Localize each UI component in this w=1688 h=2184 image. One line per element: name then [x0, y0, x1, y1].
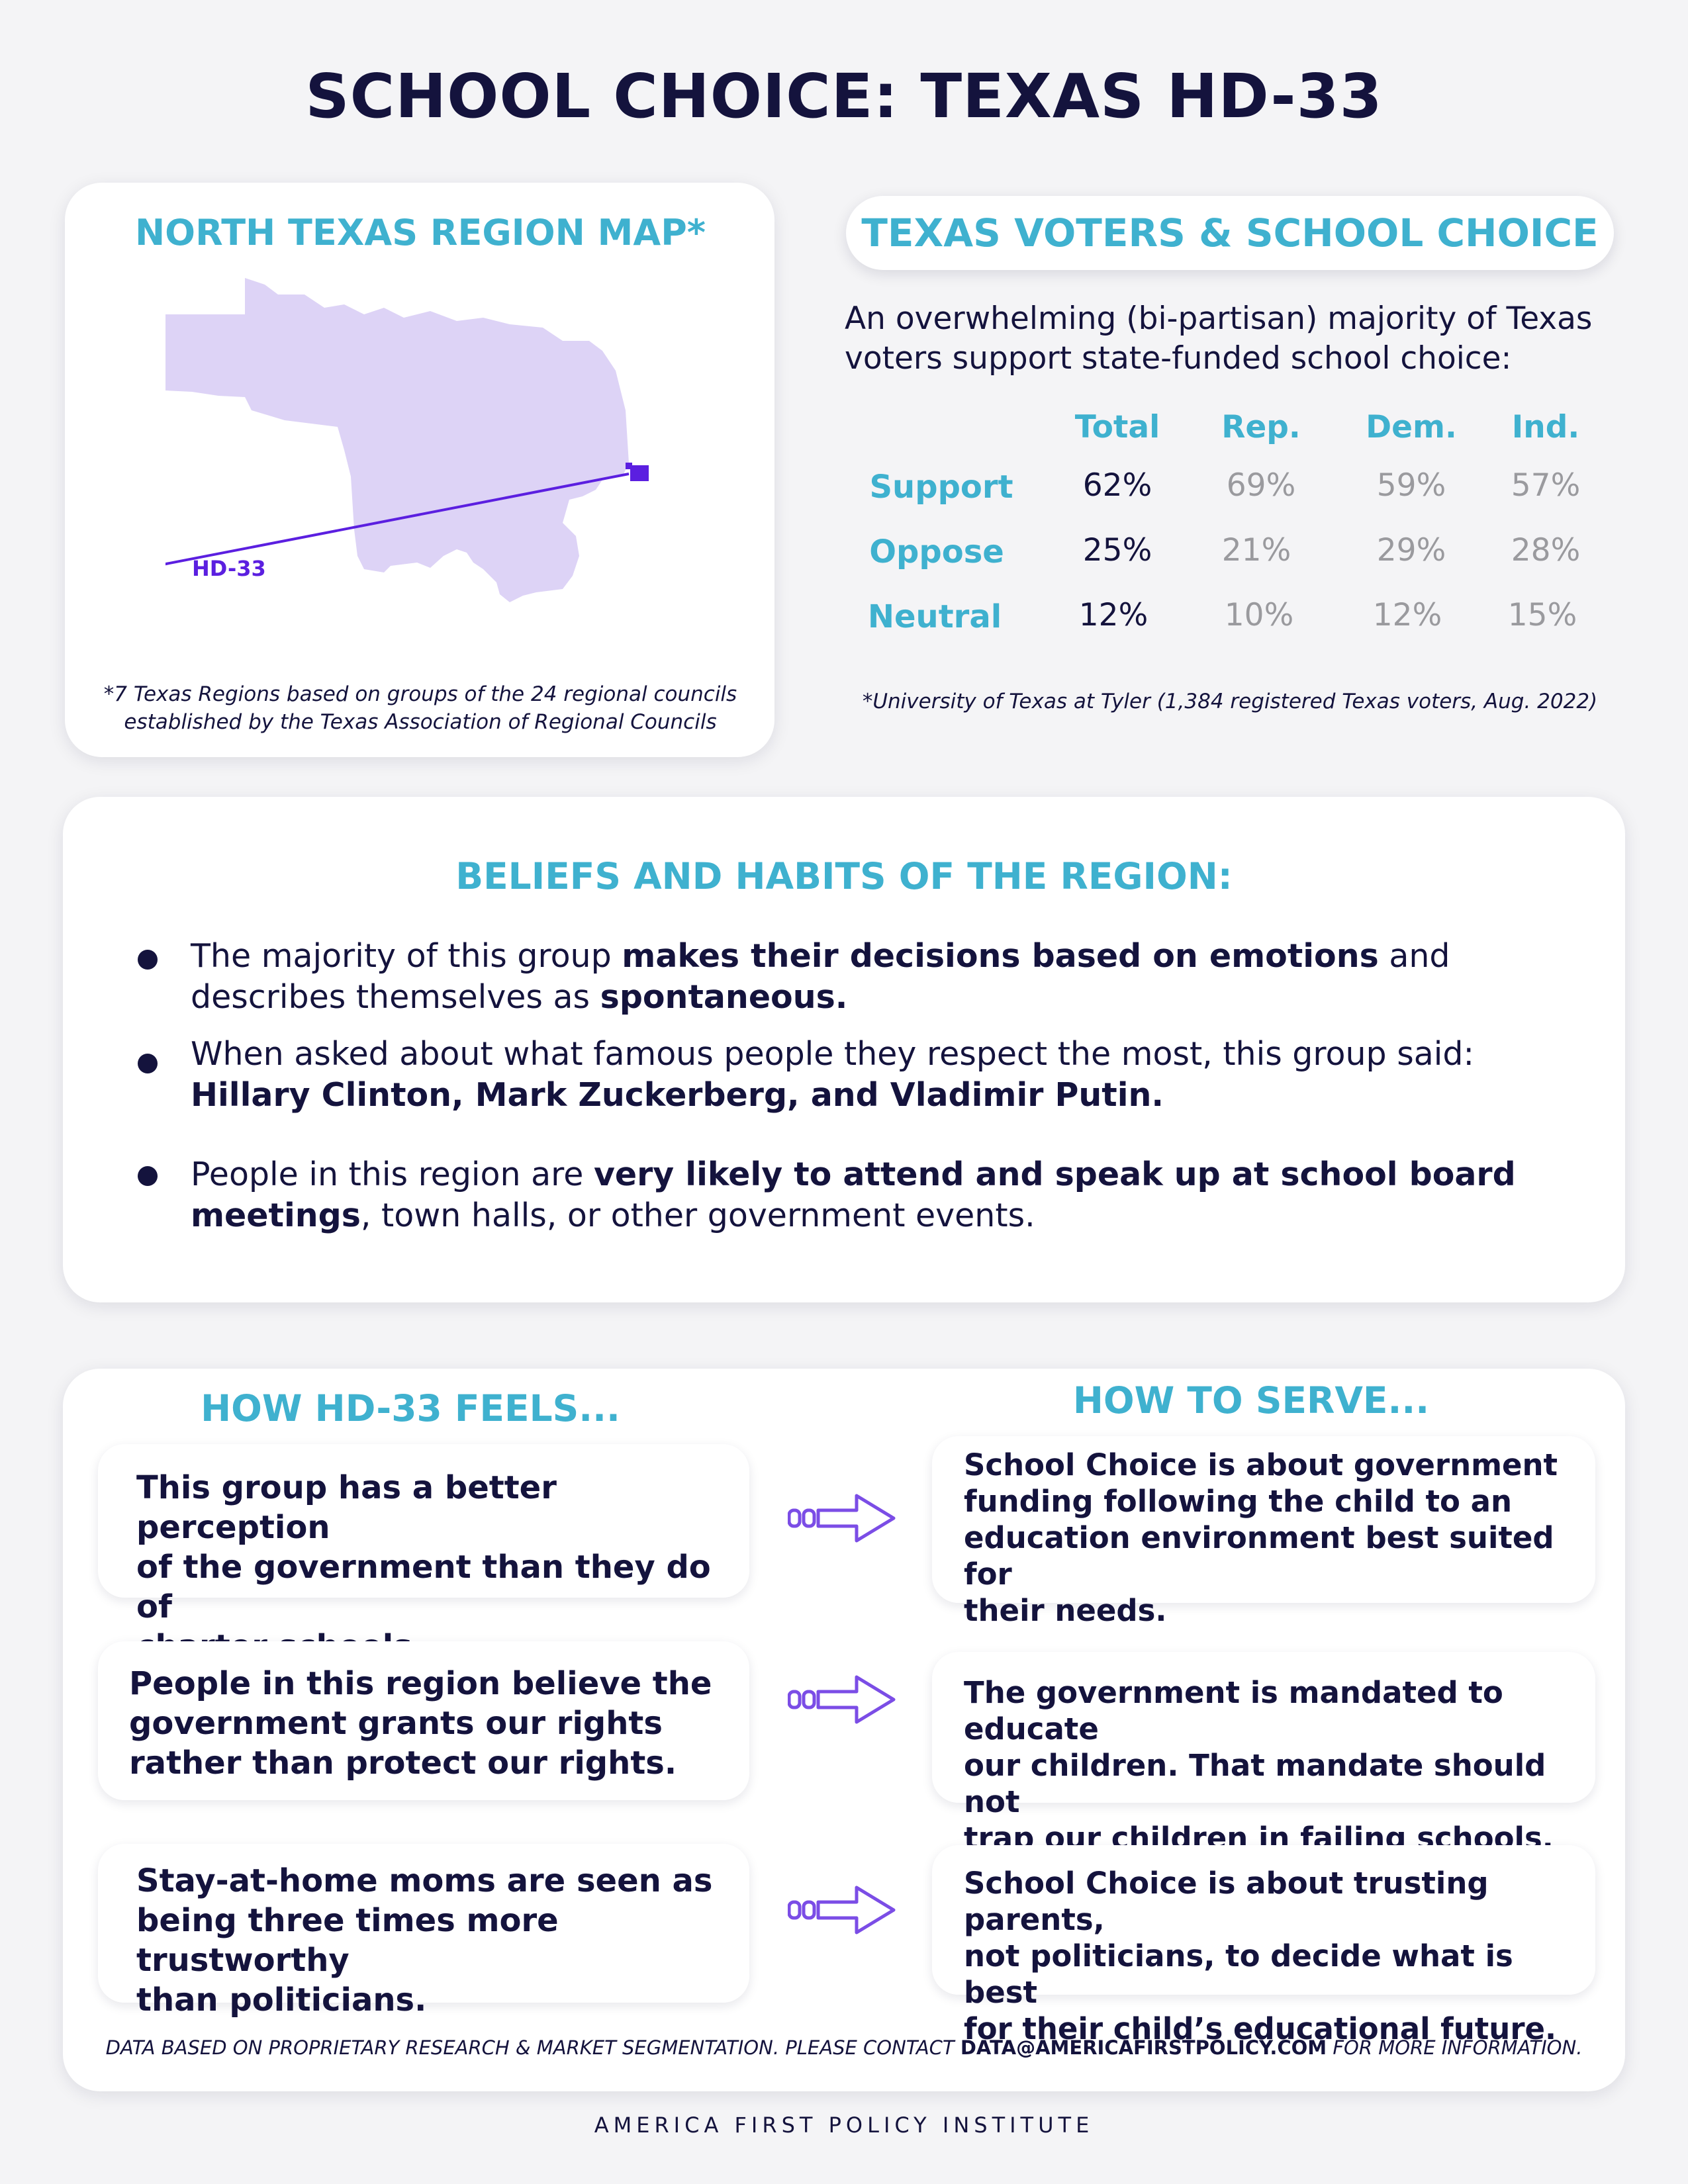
serve-3-line3: for their child’s educational future.	[964, 2011, 1557, 2046]
hd-33-pointer-line	[165, 473, 630, 566]
belief-3-text: People in this region are	[191, 1156, 594, 1193]
col-header-ind: Ind.	[1511, 409, 1580, 445]
feels-2-line1: People in this region believe the	[129, 1665, 712, 1702]
cell-oppose-rep: 21%	[1221, 532, 1291, 569]
data-disclaimer: DATA BASED ON PROPRIETARY RESEARCH & MAR…	[63, 2036, 1625, 2059]
row-label-neutral: Neutral	[867, 598, 1002, 635]
organization-name: AMERICA FIRST POLICY INSTITUTE	[594, 2113, 1094, 2138]
row-label-oppose: Oppose	[869, 533, 1004, 570]
voters-intro-line2: voters support state-funded school choic…	[845, 340, 1512, 377]
hd-33-label: HD-33	[192, 556, 266, 581]
feels-card-1	[98, 1444, 749, 1598]
belief-item-1: The majority of this group makes their d…	[191, 936, 1568, 1018]
beliefs-title: BELIEFS AND HABITS OF THE REGION:	[455, 855, 1233, 897]
bullet-dot	[138, 950, 158, 970]
serve-title: HOW TO SERVE...	[1072, 1379, 1430, 1422]
feels-card-2	[98, 1641, 749, 1800]
belief-item-3: People in this region are very likely to…	[191, 1154, 1568, 1236]
feels-text-2: People in this region believe the govern…	[129, 1664, 725, 1783]
belief-3-bold: very likely to attend and speak up at sc…	[593, 1156, 1516, 1193]
belief-1-bold: makes their decisions based on emotions	[622, 937, 1379, 975]
col-header-rep: Rep.	[1221, 409, 1301, 445]
map-title: NORTH TEXAS REGION MAP*	[134, 212, 706, 253]
cell-oppose-ind: 28%	[1511, 532, 1581, 569]
cell-neutral-ind: 15%	[1507, 597, 1577, 633]
voters-intro: An overwhelming (bi-partisan) majority o…	[845, 299, 1639, 379]
hd-33-district-notch	[626, 463, 632, 469]
serve-card-1	[932, 1436, 1595, 1603]
beliefs-card	[63, 797, 1625, 1302]
cell-support-total: 62%	[1082, 467, 1152, 504]
cell-support-ind: 57%	[1511, 467, 1581, 504]
serve-1-line3: education environment best suited for	[964, 1520, 1554, 1592]
serve-text-3: School Choice is about trusting parents,…	[964, 1865, 1579, 2047]
feels-3-line2: being three times more trustworthy	[136, 1902, 559, 1979]
north-texas-region-map	[165, 278, 649, 602]
feels-2-line2: government grants our rights	[129, 1705, 663, 1742]
serve-text-2: The government is mandated to educate ou…	[964, 1674, 1579, 1856]
belief-2-bold: Hillary Clinton, Mark Zuckerberg, and Vl…	[191, 1076, 1164, 1114]
map-footnote-line2: established by the Texas Association of …	[124, 710, 717, 734]
cell-neutral-dem: 12%	[1372, 597, 1442, 633]
disclaimer-suffix: FOR MORE INFORMATION.	[1327, 2036, 1583, 2059]
row-label-support: Support	[869, 469, 1013, 506]
voters-title: TEXAS VOTERS & SCHOOL CHOICE	[846, 196, 1614, 270]
feels-3-line3: than politicians.	[136, 1981, 427, 2019]
serve-2-line2: our children. That mandate should not	[964, 1748, 1546, 1819]
serve-1-line4: their needs.	[964, 1593, 1167, 1628]
belief-1-bold-2: spontaneous.	[600, 978, 848, 1016]
voters-source: *University of Texas at Tyler (1,384 reg…	[862, 690, 1598, 713]
feels-title: HOW HD-33 FEELS...	[201, 1387, 620, 1430]
cell-neutral-rep: 10%	[1224, 597, 1294, 633]
bullet-dot	[138, 1166, 158, 1186]
serve-card-3	[932, 1845, 1595, 1995]
cell-oppose-dem: 29%	[1376, 532, 1446, 569]
arrow-right-icon	[788, 1494, 896, 1543]
belief-3-bold-2: meetings	[191, 1197, 361, 1234]
feels-text-3: Stay-at-home moms are seen as being thre…	[136, 1861, 732, 2020]
serve-card-2	[932, 1652, 1595, 1803]
page-title: SCHOOL CHOICE: TEXAS HD-33	[305, 61, 1383, 132]
belief-1-text: The majority of this group	[191, 937, 622, 975]
cell-oppose-total: 25%	[1082, 532, 1152, 569]
bullet-dot	[138, 1054, 158, 1073]
feels-2-line3: rather than protect our rights.	[129, 1745, 677, 1782]
map-footnote: *7 Texas Regions based on groups of the …	[66, 680, 774, 736]
cell-support-rep: 69%	[1226, 467, 1296, 504]
col-header-total: Total	[1074, 409, 1160, 445]
belief-item-2: When asked about what famous people they…	[191, 1034, 1568, 1116]
serve-text-1: School Choice is about government fundin…	[964, 1447, 1579, 1629]
cell-neutral-total: 12%	[1078, 597, 1149, 633]
feels-1-line2: of the government than they do of	[136, 1549, 711, 1625]
disclaimer-prefix: DATA BASED ON PROPRIETARY RESEARCH & MAR…	[105, 2036, 961, 2059]
map-footnote-line1: *7 Texas Regions based on groups of the …	[103, 682, 737, 706]
cell-support-dem: 59%	[1376, 467, 1446, 504]
contact-email[interactable]: DATA@AMERICAFIRSTPOLICY.COM	[960, 2036, 1327, 2059]
serve-2-line1: The government is mandated to educate	[964, 1675, 1503, 1747]
voters-intro-line1: An overwhelming (bi-partisan) majority o…	[845, 300, 1593, 337]
serve-3-line1: School Choice is about trusting parents,	[964, 1866, 1489, 1937]
serve-3-line2: not politicians, to decide what is best	[964, 1938, 1513, 2010]
feels-1-line1: This group has a better perception	[136, 1469, 557, 1546]
belief-1-text-2: and	[1378, 937, 1450, 975]
arrow-right-icon	[788, 1675, 896, 1724]
feels-card-3	[98, 1844, 749, 2003]
region-shape	[165, 278, 629, 602]
hd-33-district	[630, 465, 649, 481]
feels-text-1: This group has a better perception of th…	[136, 1468, 732, 1666]
belief-2-text: When asked about what famous people they…	[191, 1035, 1474, 1073]
arrow-right-icon	[788, 1886, 896, 1934]
feels-3-line1: Stay-at-home moms are seen as	[136, 1862, 713, 1899]
col-header-dem: Dem.	[1366, 409, 1457, 445]
serve-1-line1: School Choice is about government	[964, 1447, 1558, 1482]
serve-1-line2: funding following the child to an	[964, 1484, 1513, 1519]
belief-1-text-3: describes themselves as	[191, 978, 600, 1016]
belief-3-text-2: , town halls, or other government events…	[360, 1197, 1035, 1234]
